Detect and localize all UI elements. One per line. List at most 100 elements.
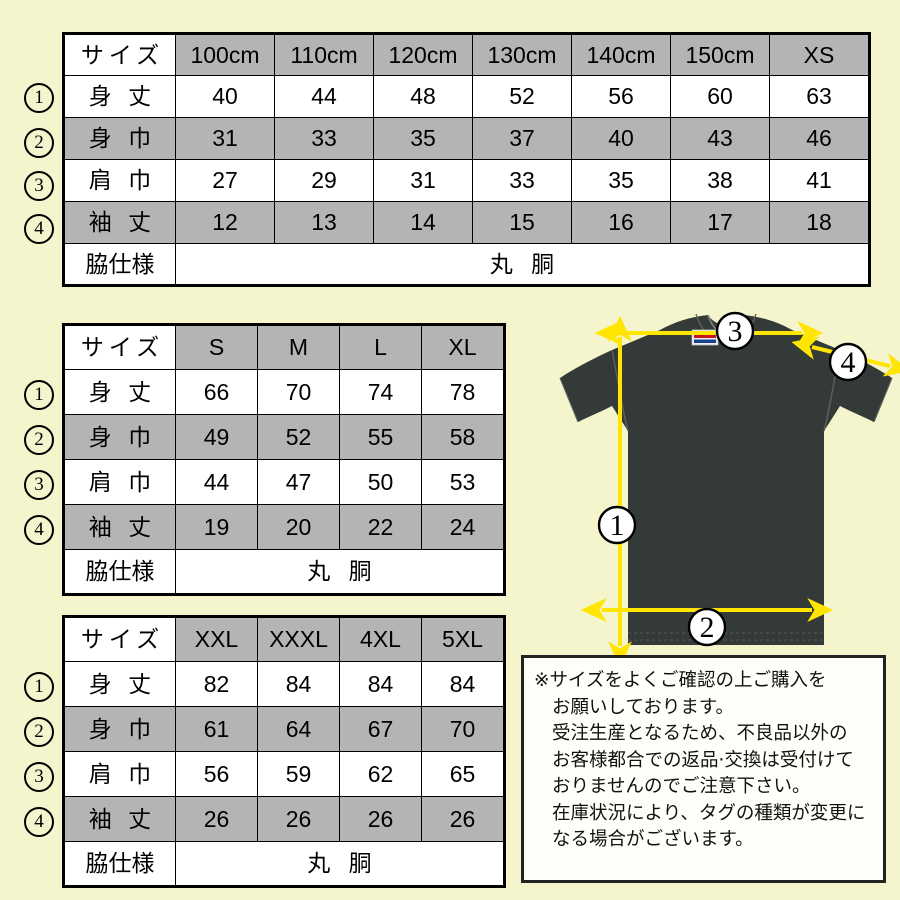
notice-line: 在庫状況により、タグの種類が変更に (552, 802, 866, 824)
header-col-1: 110cm (274, 33, 374, 76)
cell-value: 26 (175, 796, 258, 842)
cell-value: 20 (257, 504, 340, 550)
row-label-shoulder-width: 肩 巾 (63, 159, 176, 202)
cell-value: 82 (175, 661, 258, 707)
cell-value: 50 (339, 459, 422, 505)
cell-value: 46 (769, 117, 870, 160)
table-row: 身 巾 31 33 35 37 40 43 46 (63, 117, 870, 160)
badge-4: 4 (828, 342, 868, 382)
cell-value: 63 (769, 75, 870, 118)
cell-value: 56 (175, 751, 258, 797)
cell-value: 41 (769, 159, 870, 202)
table-row-side-spec: 脇仕様 丸 胴 (63, 841, 505, 887)
cell-value: 35 (571, 159, 671, 202)
cell-value: 38 (670, 159, 770, 202)
step-marker-3: 3 (24, 762, 54, 792)
side-spec-value: 丸 胴 (175, 243, 870, 286)
table-row: 肩 巾 44 47 50 53 (63, 459, 505, 505)
table-row-side-spec: 脇仕様 丸 胴 (63, 243, 870, 286)
svg-text:4: 4 (841, 346, 856, 379)
cell-value: 84 (339, 661, 422, 707)
table-row: 袖 丈 12 13 14 15 16 17 18 (63, 201, 870, 244)
step-marker-3: 3 (24, 470, 54, 500)
cell-value: 55 (339, 414, 422, 460)
notice-line: ※サイズをよくご確認の上ご購入を (534, 670, 827, 691)
table-row: 肩 巾 56 59 62 65 (63, 751, 505, 797)
cell-value: 84 (257, 661, 340, 707)
cell-value: 78 (421, 369, 505, 415)
cell-value: 12 (175, 201, 275, 244)
size-table-big: サイズ XXL XXXL 4XL 5XL 身 丈 82 84 84 84 身 巾… (62, 615, 506, 888)
row-label-shoulder-width: 肩 巾 (63, 751, 176, 797)
size-table-kids: サイズ 100cm 110cm 120cm 130cm 140cm 150cm … (62, 32, 871, 287)
header-col-0: S (175, 324, 258, 370)
header-col-3: XL (421, 324, 505, 370)
table-row: 身 丈 66 70 74 78 (63, 369, 505, 415)
cell-value: 56 (571, 75, 671, 118)
table-row: 身 丈 40 44 48 52 56 60 63 (63, 75, 870, 118)
row-label-shoulder-width: 肩 巾 (63, 459, 176, 505)
cell-value: 74 (339, 369, 422, 415)
svg-text:3: 3 (728, 315, 743, 348)
header-size-text: サイズ (80, 626, 165, 652)
cell-value: 13 (274, 201, 374, 244)
cell-value: 64 (257, 706, 340, 752)
cell-value: 26 (339, 796, 422, 842)
cell-value: 65 (421, 751, 505, 797)
cell-value: 31 (175, 117, 275, 160)
step-marker-1: 1 (24, 380, 54, 410)
size-table-adult: サイズ S M L XL 身 丈 66 70 74 78 身 巾 49 52 5… (62, 323, 506, 596)
header-col-2: 4XL (339, 616, 422, 662)
header-size-label: サイズ (63, 616, 176, 662)
header-col-4: 140cm (571, 33, 671, 76)
cell-value: 49 (175, 414, 258, 460)
step-marker-4: 4 (24, 807, 54, 837)
table-row: 肩 巾 27 29 31 33 35 38 41 (63, 159, 870, 202)
cell-value: 17 (670, 201, 770, 244)
cell-value: 33 (274, 117, 374, 160)
header-size-label: サイズ (63, 324, 176, 370)
table-row: 身 丈 82 84 84 84 (63, 661, 505, 707)
row-label-body-width: 身 巾 (63, 414, 176, 460)
row-label-body-length: 身 丈 (63, 661, 176, 707)
row-label-sleeve-length: 袖 丈 (63, 504, 176, 550)
header-col-3: 130cm (472, 33, 572, 76)
cell-value: 40 (571, 117, 671, 160)
row-label-body-width: 身 巾 (63, 117, 176, 160)
row-label-side-spec: 脇仕様 (63, 243, 176, 286)
cell-value: 66 (175, 369, 258, 415)
row-label-sleeve-length: 袖 丈 (63, 796, 176, 842)
step-marker-2: 2 (24, 128, 54, 158)
tshirt-diagram: 3 4 1 2 (540, 300, 900, 660)
cell-value: 70 (421, 706, 505, 752)
table-row: 身 巾 49 52 55 58 (63, 414, 505, 460)
notice-line: 受注生産となるため、不良品以外の (552, 723, 848, 744)
header-col-6: XS (769, 33, 870, 76)
header-col-0: XXL (175, 616, 258, 662)
cell-value: 35 (373, 117, 473, 160)
row-label-body-width: 身 巾 (63, 706, 176, 752)
header-size-text: サイズ (80, 334, 165, 360)
side-spec-value: 丸 胴 (175, 549, 505, 595)
cell-value: 62 (339, 751, 422, 797)
badge-1: 1 (597, 505, 637, 545)
step-marker-3: 3 (24, 171, 54, 201)
table-row-header: サイズ 100cm 110cm 120cm 130cm 140cm 150cm … (63, 33, 870, 76)
row-label-side-spec: 脇仕様 (63, 549, 176, 595)
cell-value: 19 (175, 504, 258, 550)
cell-value: 52 (257, 414, 340, 460)
step-marker-1: 1 (24, 672, 54, 702)
table-row-header: サイズ S M L XL (63, 324, 505, 370)
cell-value: 31 (373, 159, 473, 202)
svg-text:1: 1 (610, 509, 625, 542)
cell-value: 47 (257, 459, 340, 505)
cell-value: 61 (175, 706, 258, 752)
notice-line: お客様都合での返品·交換は受付けて (552, 749, 854, 771)
table-row: 袖 丈 19 20 22 24 (63, 504, 505, 550)
cell-value: 44 (274, 75, 374, 118)
cell-value: 48 (373, 75, 473, 118)
cell-value: 14 (373, 201, 473, 244)
cell-value: 58 (421, 414, 505, 460)
cell-value: 84 (421, 661, 505, 707)
row-label-body-length: 身 丈 (63, 75, 176, 118)
